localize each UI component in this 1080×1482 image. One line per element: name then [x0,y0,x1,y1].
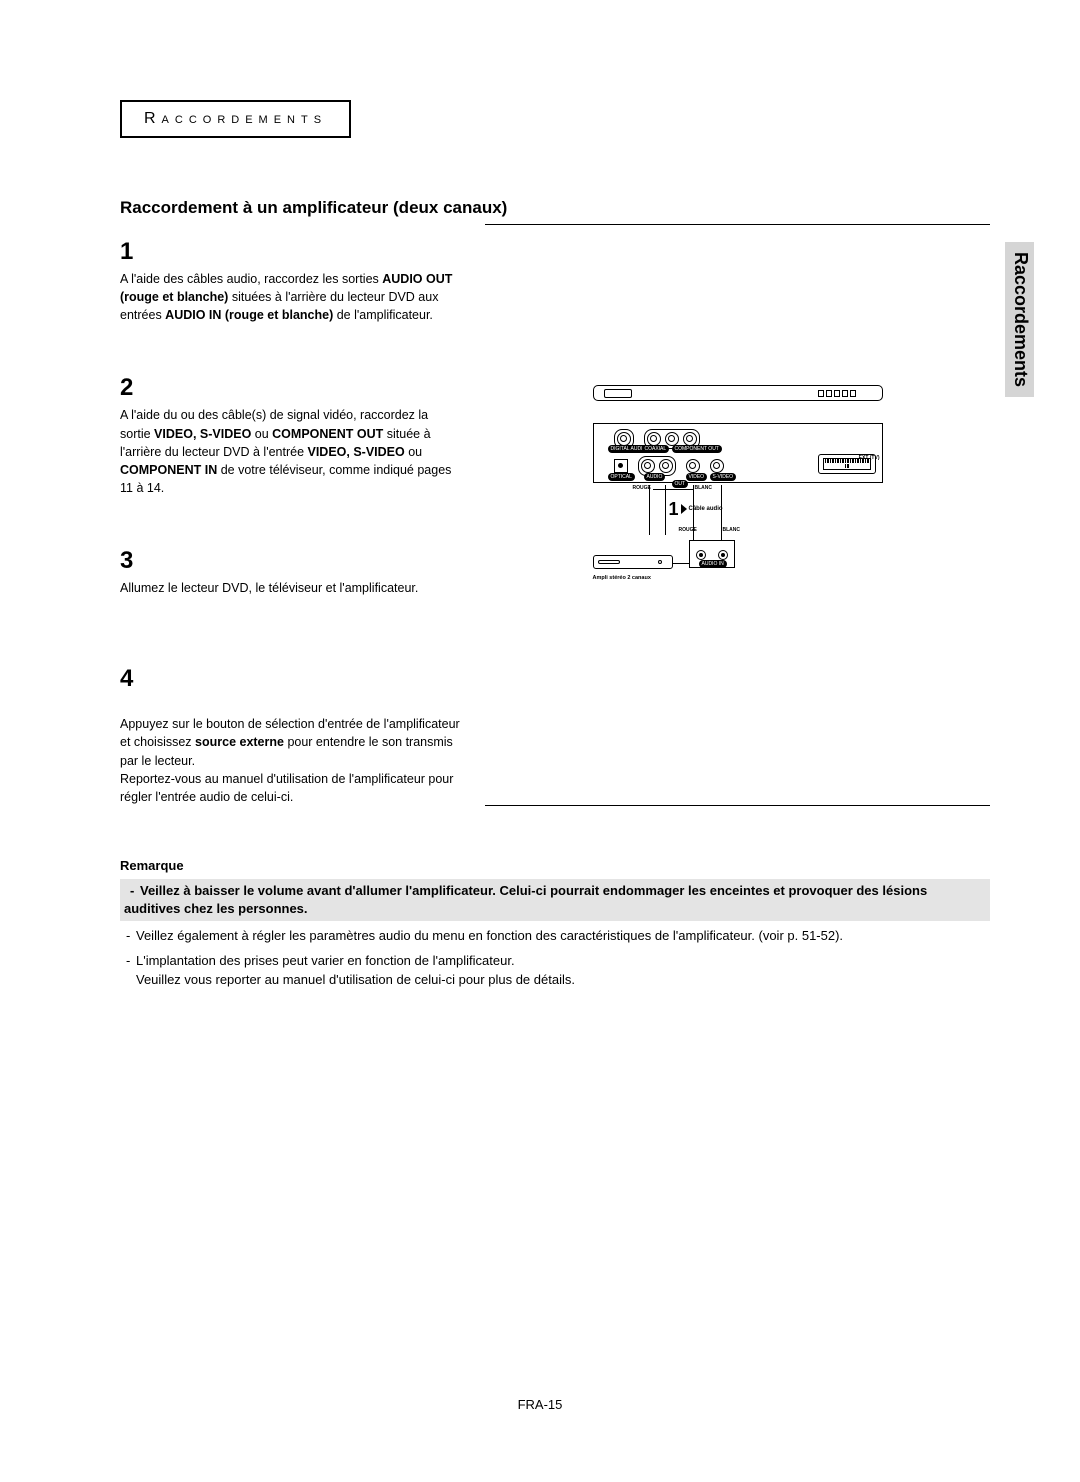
step-bold: VIDEO, S-VIDEO [308,445,405,459]
component-jack-icon [665,432,679,446]
step-number: 1 [120,238,460,266]
remarque-item: - Veillez également à régler les paramèt… [120,927,990,946]
page-footer: FRA-15 [0,1397,1080,1412]
label-ext-tv: EXT (TV) [859,456,880,461]
component-jack-icon [683,432,697,446]
step-bold: VIDEO, S-VIDEO [154,427,251,441]
arrow-right-icon [681,504,687,514]
step-bold: COMPONENT OUT [272,427,383,441]
step-3: 3 Allumez le lecteur DVD, le téléviseur … [120,547,460,597]
step-text: ou [251,427,272,441]
remarque-item: - L'implantation des prises peut varier … [120,952,990,990]
disc-tray-icon [604,389,632,398]
step-bold: AUDIO IN (rouge et blanche) [165,308,333,322]
label-blanc-top: BLANC [695,485,713,491]
audio-in-jack-icon [696,550,706,560]
label-video: VIDEO [686,473,708,481]
label-rouge-bottom: ROUGE [679,527,697,533]
label-ampli: Ampli stéréo 2 canaux [593,575,651,581]
label-optical: OPTICAL [608,473,635,481]
section-badge: Raccordements [120,100,351,138]
remarque-section: Remarque -Veillez à baisser le volume av… [120,858,990,990]
subtitle-text: Raccordement à un amplificateur (deux ca… [120,198,507,217]
bullet-dash: - [120,952,136,990]
section-badge-text: Raccordements [144,110,327,127]
divider-line [653,489,693,490]
step-text: A l'aide des câbles audio, raccordez les… [120,272,382,286]
amplifier-icon [593,555,673,569]
coax-jack-icon [617,432,631,446]
steps-column: 1 A l'aide des câbles audio, raccordez l… [120,224,460,806]
amp-link-line [673,563,689,564]
step-text: de l'amplificateur. [333,308,433,322]
step-body: Allumez le lecteur DVD, le téléviseur et… [120,579,460,597]
rear-ports [818,390,856,397]
step-text: ou [405,445,422,459]
bullet-dash: - [120,927,136,946]
label-audio-in: AUDIO IN [699,560,727,568]
step-body: Appuyez sur le bouton de sélection d'ent… [120,697,460,806]
cable-line-icon [649,485,650,535]
remarque-highlight-row: -Veillez à baisser le volume avant d'all… [120,879,990,921]
label-blanc-bottom: BLANC [723,527,741,533]
callout-number: 1 [669,499,679,520]
step-body: A l'aide des câbles audio, raccordez les… [120,270,460,324]
remarque-item-text: Veillez également à régler les paramètre… [136,927,990,946]
page-subtitle: Raccordement à un amplificateur (deux ca… [120,198,990,218]
label-out: OUT [672,480,689,488]
diagram-panel: DIGITAL AUDIO OUT COAXIAL COMPONENT OUT … [485,224,990,806]
connection-diagram: DIGITAL AUDIO OUT COAXIAL COMPONENT OUT … [593,385,883,645]
remarque-highlight-text: Veillez à baisser le volume avant d'allu… [124,883,927,916]
label-cable-audio: Câble audio [689,506,723,512]
side-tab-text: Raccordements [1011,252,1031,387]
connector-panel: DIGITAL AUDIO OUT COAXIAL COMPONENT OUT … [593,423,883,483]
step-1: 1 A l'aide des câbles audio, raccordez l… [120,238,460,324]
step-number: 4 [120,665,460,693]
label-component-out: COMPONENT OUT [672,445,722,453]
step-2: 2 A l'aide du ou des câble(s) de signal … [120,374,460,497]
page-number: FRA-15 [518,1397,563,1412]
remarque-item-text: L'implantation des prises peut varier en… [136,952,990,990]
step-bold: COMPONENT IN [120,463,217,477]
audio-in-jack-icon [718,550,728,560]
audio-r-jack-icon [659,459,673,473]
step-body: A l'aide du ou des câble(s) de signal vi… [120,406,460,497]
step-4: 4 Appuyez sur le bouton de sélection d'e… [120,665,460,806]
remarque-title: Remarque [120,858,990,873]
optical-jack-icon [614,459,628,473]
dvd-rear [593,385,883,401]
cable-line-icon [665,485,666,535]
label-audio: AUDIO [644,473,666,481]
audio-in-box: AUDIO IN [689,540,735,568]
step-bold: source externe [195,735,284,749]
label-svideo: S-VIDEO [710,473,737,481]
callout-1: 1 Câble audio [669,499,723,520]
step-number: 3 [120,547,460,575]
content-row: 1 A l'aide des câbles audio, raccordez l… [120,224,990,806]
step-number: 2 [120,374,460,402]
label-coaxial: COAXIAL [642,445,670,453]
audio-l-jack-icon [641,459,655,473]
side-tab: Raccordements [1005,242,1034,397]
svideo-jack-icon [710,459,724,473]
component-jack-icon [647,432,661,446]
video-jack-icon [686,459,700,473]
